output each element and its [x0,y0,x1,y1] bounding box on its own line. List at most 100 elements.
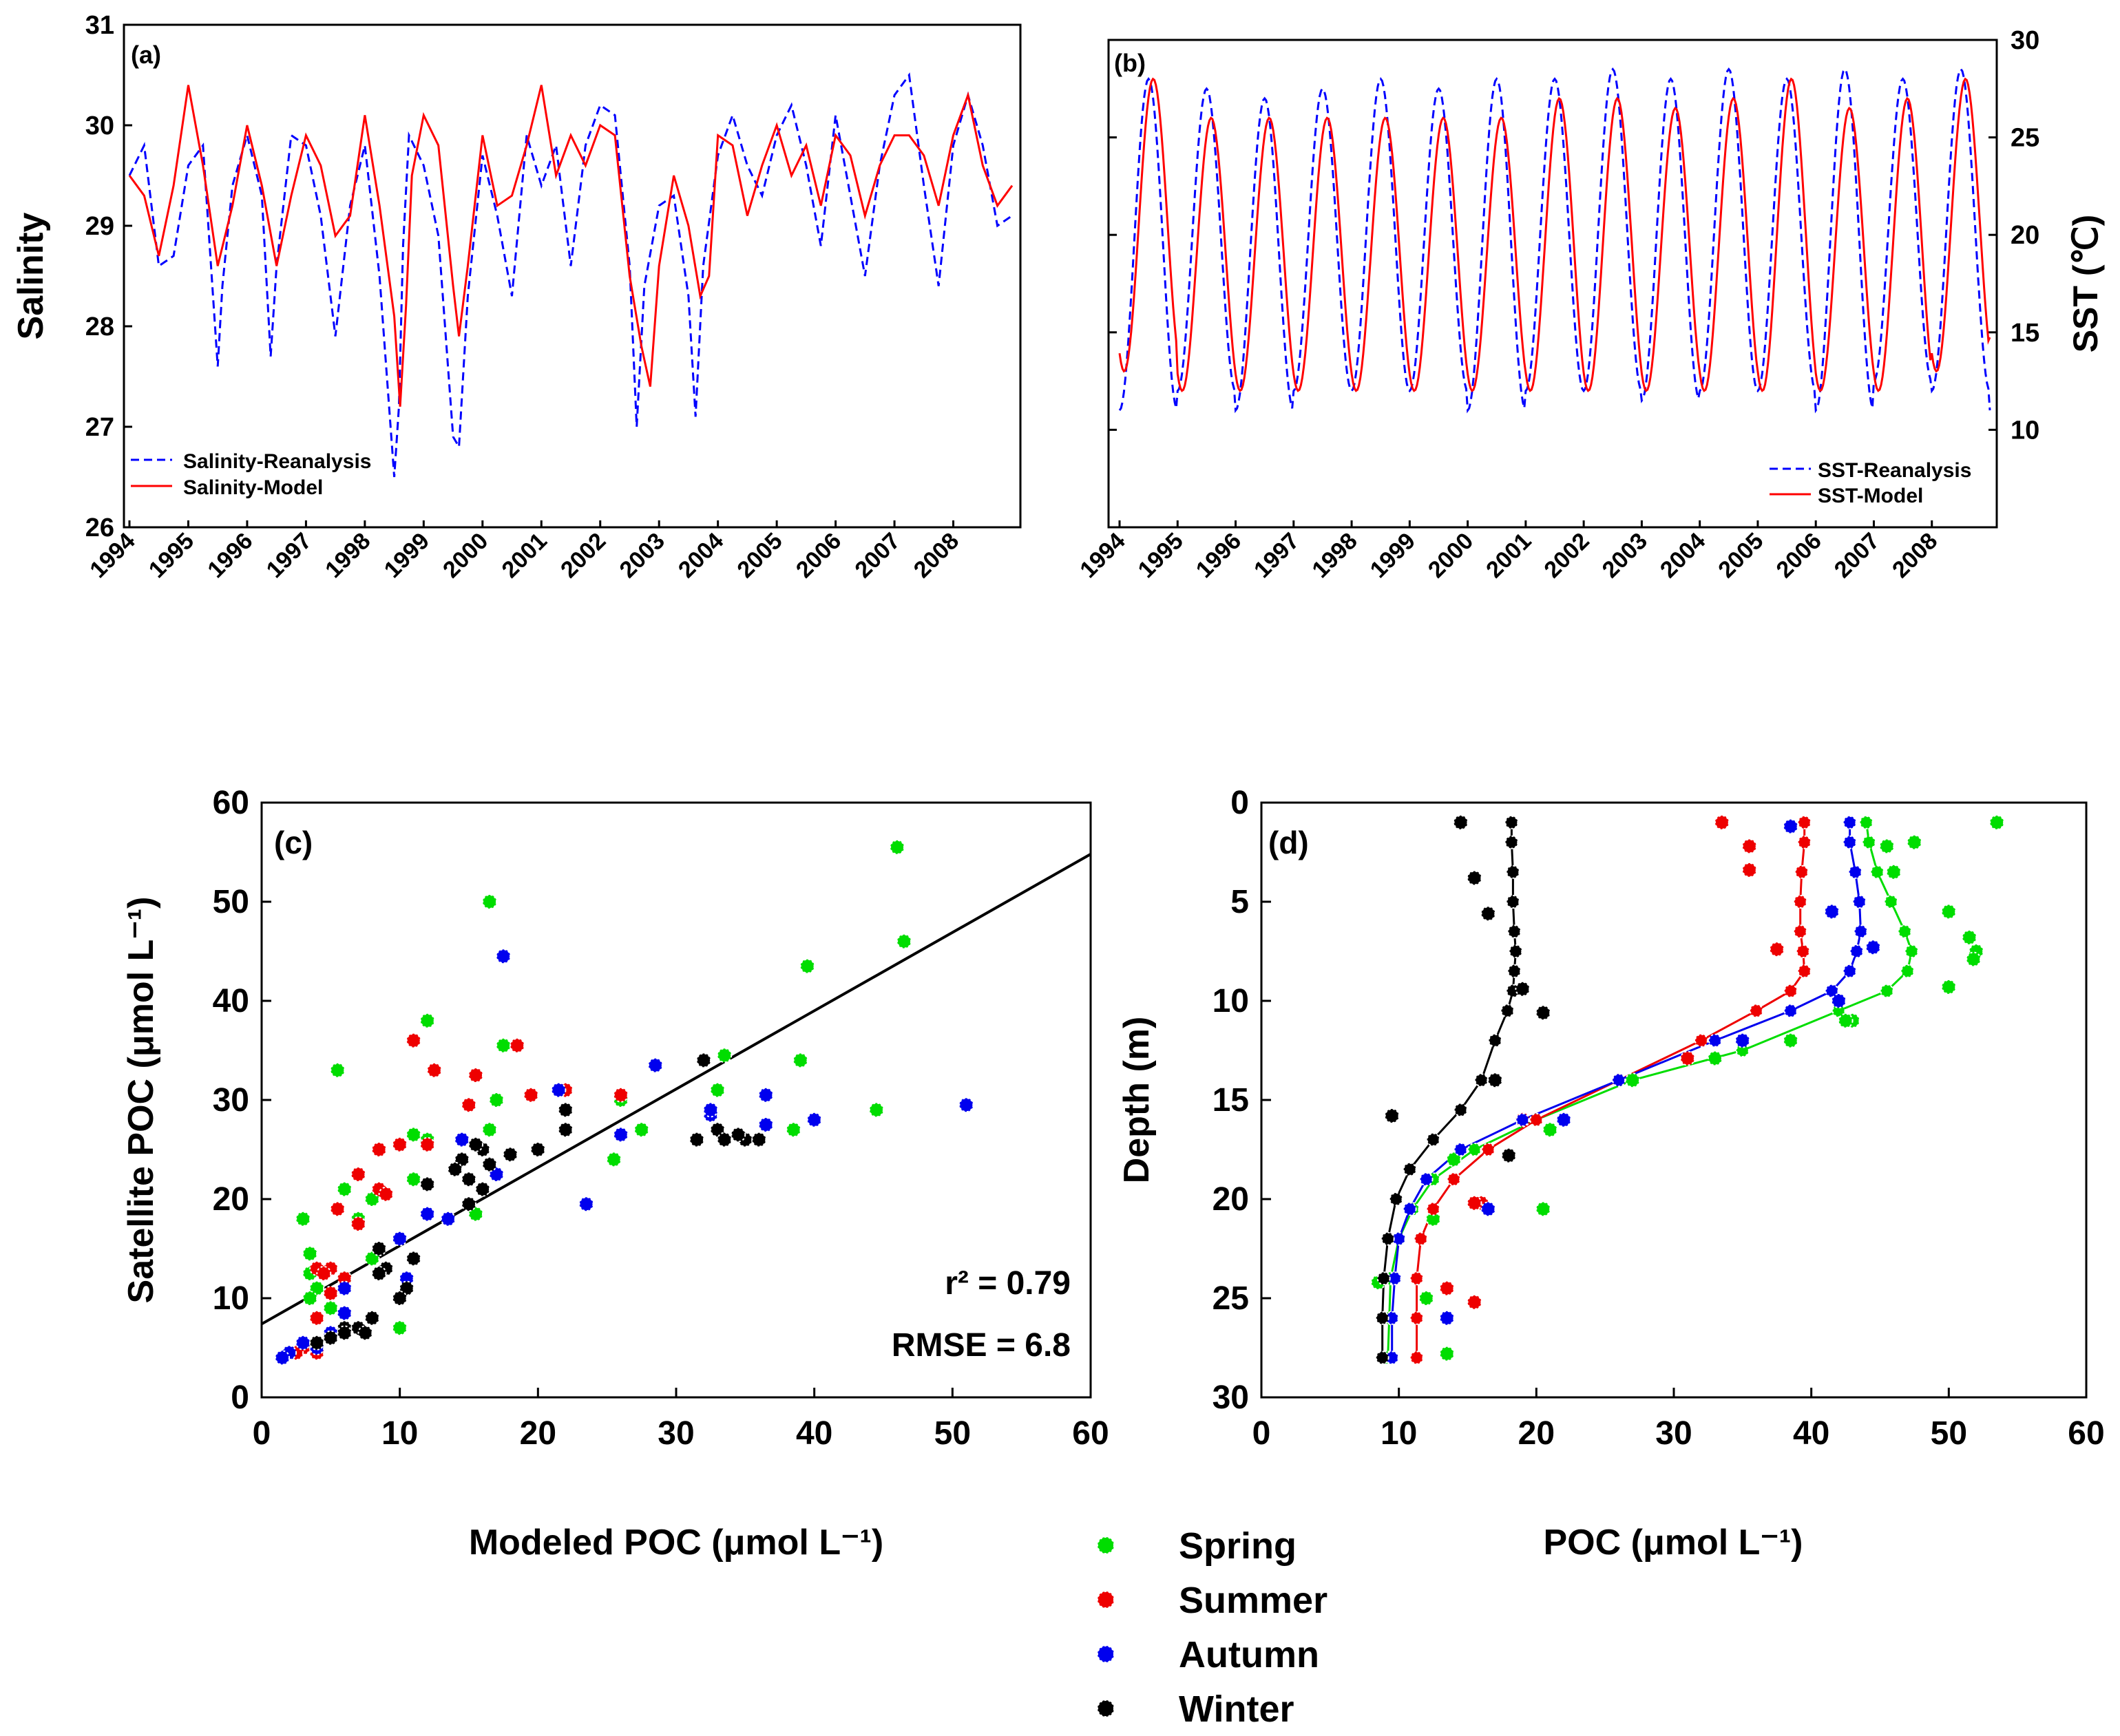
y-tick-label: 0 [231,1379,249,1416]
x-tick-label: 1996 [202,528,258,583]
y-tick-label: 25 [1213,1280,1249,1317]
point-winter [558,1102,574,1118]
y-tick-label: 29 [85,212,114,241]
y-tick-label: 30 [213,1082,249,1119]
point-spring [1907,834,1922,850]
x-tick-label: 2000 [1423,528,1478,583]
point-spring [496,1037,512,1053]
point-spring [489,1092,505,1108]
profile-point-winter [1509,944,1523,958]
legend-label-sst-reanalysis: SST-Reanalysis [1818,459,1971,482]
point-winter [1467,870,1482,886]
profile-point-summer [1783,984,1798,998]
point-autumn [275,1350,291,1366]
point-winter [530,1142,546,1157]
x-tick-label: 60 [2068,1415,2104,1452]
x-tick-label: 10 [1381,1415,1417,1452]
panel-d-label: (d) [1268,825,1309,860]
x-tick-label: 50 [934,1415,971,1452]
x-tick-label: 2004 [1655,528,1710,583]
point-winter [406,1251,421,1267]
legend-label-summer: Summer [1179,1580,1327,1621]
point-summer [392,1136,408,1152]
y-tick-label: 30 [2011,26,2039,55]
legend-label-sst-model: SST-Model [1818,485,1923,507]
profile-point-spring [1884,895,1898,909]
point-autumn [1783,818,1798,834]
point-spring [633,1122,649,1138]
profile-point-autumn [1843,815,1857,829]
point-spring [1446,1152,1462,1167]
panel-b-ylabel: SST (℃) [2066,215,2105,353]
profile-point-autumn [1392,1231,1406,1246]
point-winter [710,1122,726,1138]
point-summer [1467,1195,1482,1211]
point-summer [406,1033,421,1048]
y-tick-label: 60 [213,785,249,821]
y-tick-label: 20 [213,1181,249,1218]
profile-point-summer [1529,1112,1544,1127]
profile-point-autumn [1854,924,1868,939]
panel-b-yticks: 10 15 20 25 30 [1109,26,2039,445]
x-tick-label: 60 [1072,1415,1109,1452]
point-spring [482,894,498,909]
point-autumn [295,1335,311,1351]
series-line-sst-reanalysis [1118,67,1991,414]
point-autumn [419,1206,435,1222]
x-tick-label: 1995 [1133,528,1188,583]
x-tick-label: 2001 [1481,528,1536,583]
y-tick-label: 31 [85,11,114,40]
point-autumn [496,949,512,964]
point-autumn [1734,1033,1750,1048]
x-tick-label: 0 [1252,1415,1271,1452]
profile-point-summer [1426,1202,1440,1216]
x-tick-label: 2007 [850,528,905,583]
season-legend: Spring Summer Autumn Winter [1097,1525,1327,1730]
point-spring [890,839,905,855]
profile-point-spring [1898,924,1912,939]
point-summer [1714,814,1730,830]
x-tick-label: 0 [253,1415,271,1452]
point-winter [558,1122,574,1138]
x-tick-label: 20 [520,1415,556,1452]
x-tick-label: 1996 [1191,528,1246,583]
point-winter [751,1132,767,1147]
profile-point-summer [1409,1311,1424,1325]
y-tick-label: 40 [213,983,249,1019]
point-autumn [1865,940,1881,955]
profile-point-spring [1880,984,1894,998]
point-autumn [454,1132,470,1147]
profile-point-summer [1797,964,1812,978]
profile-point-autumn [1708,1033,1722,1048]
profile-point-summer [1694,1033,1708,1048]
point-summer [330,1201,346,1217]
point-winter [357,1325,373,1341]
point-spring [1962,929,1977,945]
panel-a-xticks: 1994 1995 1996 1997 1998 1999 2000 2001 2002 2003… [85,520,964,583]
profile-point-spring [1900,964,1915,978]
x-tick-label: 2005 [732,528,787,583]
panel-b-xticks: 1994 1995 1996 1997 1998 1999 2000 2001 2002 2003… [1075,520,1942,583]
profile-line-winter [1381,822,1517,1358]
y-tick-label: 28 [85,313,114,341]
panel-c-poc-scatter: (c) 0 10 20 30 40 50 60 0 10 20 30 40 50 60 r² = 0.7… [121,785,1109,1563]
point-summer [1741,838,1757,854]
x-tick-label: 2006 [1772,528,1827,583]
x-tick-label: 30 [1655,1415,1692,1452]
point-autumn [958,1097,974,1113]
point-spring [392,1320,408,1336]
profile-point-winter [1488,1033,1502,1048]
legend-marker-spring [1097,1536,1115,1554]
profile-point-spring [1862,835,1876,849]
point-spring [896,933,912,949]
y-tick-label: 30 [1213,1379,1249,1416]
x-tick-label: 2003 [1597,528,1652,583]
point-spring [1418,1291,1434,1306]
panel-b-series [1118,67,1991,414]
panel-a-label: (a) [131,41,161,69]
point-summer [461,1097,476,1113]
profile-point-autumn [1385,1311,1399,1325]
point-spring [419,1013,435,1028]
y-tick-label: 5 [1230,884,1249,920]
